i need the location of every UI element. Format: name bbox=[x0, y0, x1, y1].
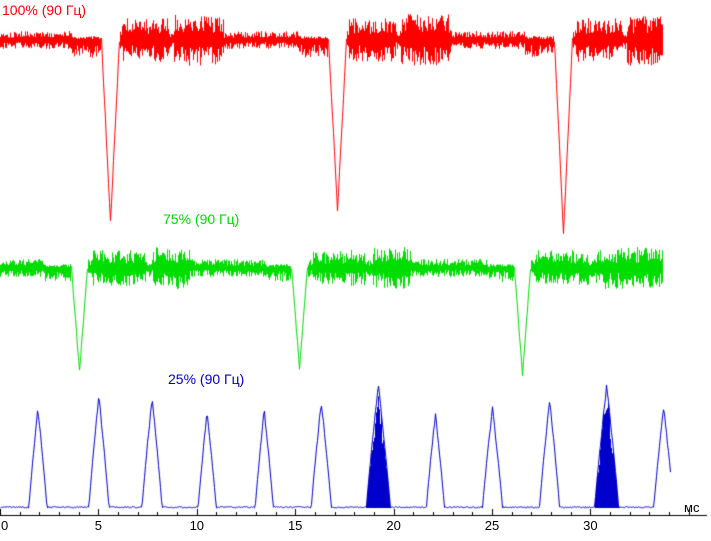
x-axis-unit-label: мс bbox=[684, 500, 700, 515]
x-tick-label: 20 bbox=[386, 518, 401, 533]
x-tick-label: 0 bbox=[1, 518, 9, 533]
series-label-75-percent: 75% (90 Гц) bbox=[163, 211, 240, 227]
x-tick-label: 5 bbox=[94, 518, 103, 533]
x-tick-label: 15 bbox=[287, 518, 303, 533]
x-tick-label: 25 bbox=[484, 518, 500, 533]
x-tick-label: 30 bbox=[583, 518, 598, 533]
x-tick-label: 10 bbox=[189, 518, 205, 533]
series-label-25-percent: 25% (90 Гц) bbox=[168, 371, 245, 387]
series-label-100-percent: 100% (90 Гц) bbox=[2, 2, 87, 18]
